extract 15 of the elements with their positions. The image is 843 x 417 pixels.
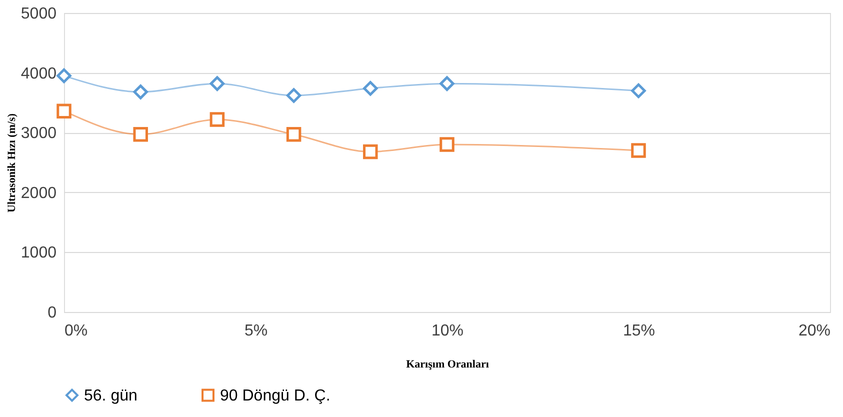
- x-tick-label: 15%: [622, 322, 656, 340]
- x-axis-title: Karışım Oranları: [406, 358, 489, 370]
- x-tick-label: 0%: [64, 322, 88, 340]
- y-tick-label: 4000: [20, 65, 57, 82]
- y-tick-label: 5000: [20, 6, 57, 22]
- y-tick-label: 1000: [20, 244, 57, 262]
- legend-label: 90 Döngü D. Ç.: [220, 387, 330, 404]
- y-tick-label: 3000: [20, 125, 57, 142]
- x-tick-label: 5%: [244, 322, 268, 340]
- x-tick-label: 10%: [431, 322, 464, 340]
- y-axis-title: Ultrasonik Hızı (m/s): [6, 113, 18, 212]
- y-tick-label: 0: [48, 304, 57, 322]
- legend-label: 56. gün: [84, 387, 138, 404]
- y-tick-label: 2000: [20, 184, 57, 202]
- x-tick-label: 20%: [798, 322, 830, 340]
